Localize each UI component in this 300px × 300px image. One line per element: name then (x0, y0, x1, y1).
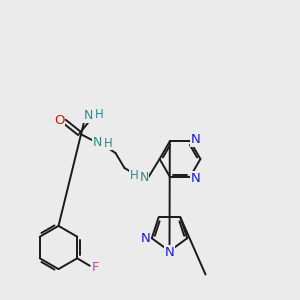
Text: N: N (191, 172, 200, 185)
Text: N: N (191, 133, 200, 146)
Text: N: N (165, 246, 174, 259)
Text: H: H (94, 108, 103, 121)
Text: H: H (130, 169, 139, 182)
Text: N: N (84, 109, 93, 122)
Text: H: H (103, 137, 112, 150)
Text: N: N (139, 171, 149, 184)
Text: N: N (93, 136, 102, 149)
Text: F: F (92, 261, 99, 274)
Text: O: O (54, 113, 64, 127)
Text: N: N (141, 232, 151, 245)
